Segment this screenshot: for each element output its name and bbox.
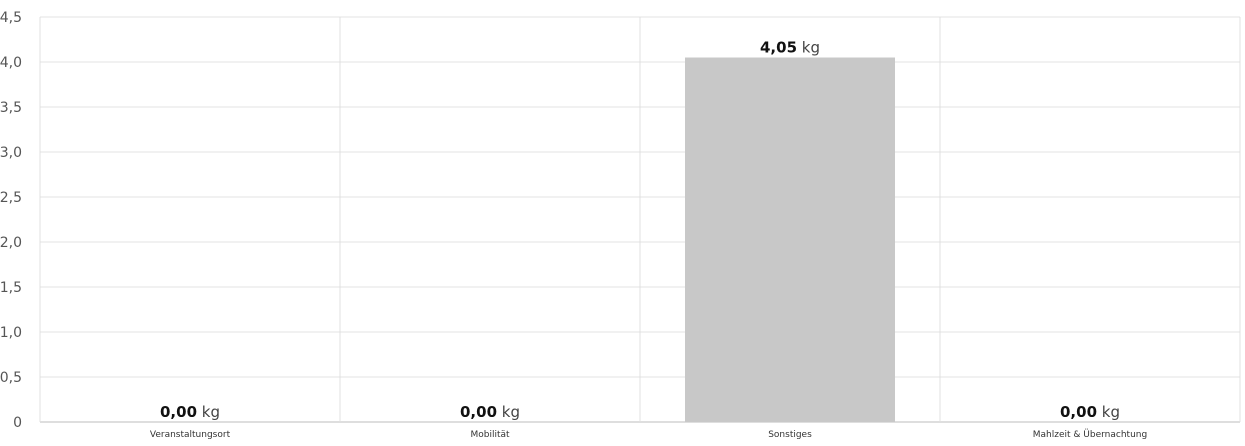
x-tick-label: Sonstiges xyxy=(768,430,812,440)
value-unit: kg xyxy=(1097,403,1120,421)
value-number: 4,05 xyxy=(760,39,797,57)
y-tick-label: 4,0 xyxy=(0,55,22,71)
y-tick-label: 2,0 xyxy=(0,235,22,251)
value-unit: kg xyxy=(497,403,520,421)
value-number: 0,00 xyxy=(1060,403,1097,421)
value-unit: kg xyxy=(797,39,820,57)
y-tick-label: 3,0 xyxy=(0,145,22,161)
x-tick-label: Veranstaltungsort xyxy=(150,430,231,440)
x-axis-ticks: Veranstaltungsort Mobilität Sonstiges Mahlz… xyxy=(150,429,1147,440)
value-label: 4,05 kg xyxy=(760,39,820,57)
y-tick-label: 1,5 xyxy=(0,280,22,296)
y-axis-ticks: 0 0,5 1,0 1,5 2,0 2,5 3,0 3,5 4,0 4,5 xyxy=(0,10,22,431)
y-tick-label: 3,5 xyxy=(0,100,22,116)
vertical-gridlines xyxy=(39,17,1241,422)
value-number: 0,00 xyxy=(460,403,497,421)
value-label: 0,00 kg xyxy=(160,403,220,421)
bars xyxy=(685,57,895,422)
value-number: 0,00 xyxy=(160,403,197,421)
y-tick-label: 1,0 xyxy=(0,325,22,341)
value-unit: kg xyxy=(197,403,220,421)
y-tick-label: 0,5 xyxy=(0,370,22,386)
y-tick-label: 2,5 xyxy=(0,190,22,206)
y-tick-label: 4,5 xyxy=(0,10,22,26)
x-tick-label: Mobilität xyxy=(470,430,510,440)
x-tick-label: Mahlzeit & Übernachtung xyxy=(1033,429,1147,440)
value-label: 0,00 kg xyxy=(1060,403,1120,421)
value-labels: 0,00 kg 0,00 kg4,05 kg0,00 kg xyxy=(160,39,1120,422)
value-label: 0,00 kg xyxy=(460,403,520,421)
bar xyxy=(685,57,895,422)
y-tick-label: 0 xyxy=(13,415,22,431)
